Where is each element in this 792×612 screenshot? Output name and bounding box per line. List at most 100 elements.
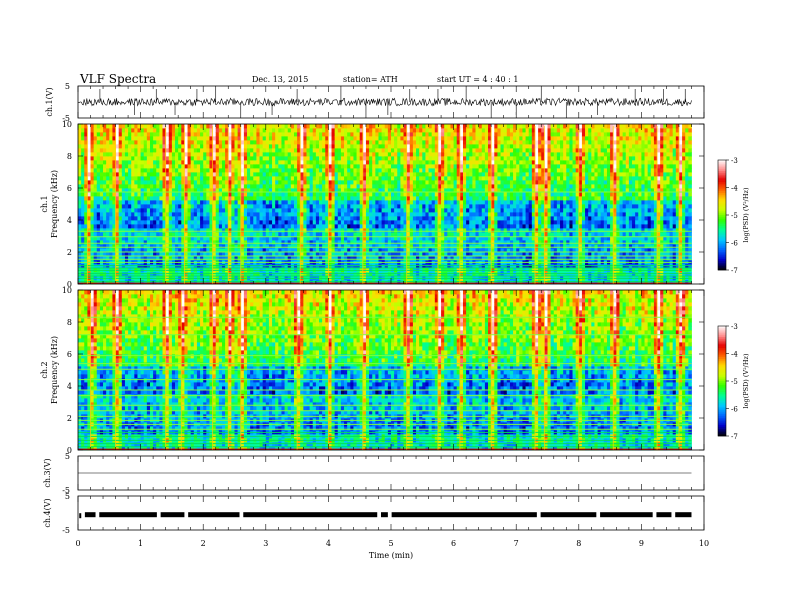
spectrogram-cell bbox=[434, 212, 439, 217]
spectrogram-cell bbox=[149, 212, 154, 217]
spectrogram-cell bbox=[99, 192, 104, 197]
spectrogram-cell bbox=[190, 156, 195, 161]
spectrogram-cell bbox=[175, 184, 179, 189]
spectrogram-cell bbox=[278, 244, 282, 249]
spectrogram-cell bbox=[265, 220, 270, 225]
spectrogram-cell bbox=[175, 124, 179, 129]
spectrogram-cell bbox=[334, 280, 339, 285]
spectrogram-cell bbox=[284, 256, 289, 261]
spectrogram-cell bbox=[112, 244, 116, 249]
spectrogram-cell bbox=[218, 204, 223, 209]
spectrogram-cell bbox=[362, 156, 367, 161]
spectrogram-cell bbox=[272, 240, 276, 245]
spectrogram-cell bbox=[281, 192, 285, 197]
spectrogram-cell bbox=[450, 212, 454, 217]
spectrogram-cell bbox=[78, 236, 82, 241]
spectrogram-cell bbox=[303, 196, 307, 201]
spectrogram-cell bbox=[456, 256, 461, 261]
spectrogram-cell bbox=[400, 272, 404, 277]
spectrogram-cell bbox=[181, 204, 185, 209]
spectrogram-cell bbox=[344, 160, 348, 165]
spectrogram-cell bbox=[362, 132, 367, 137]
spectrogram-cell bbox=[78, 164, 82, 169]
spectrogram-cell bbox=[300, 152, 304, 157]
spectrogram-cell bbox=[394, 224, 398, 229]
spectrogram-cell bbox=[262, 176, 267, 181]
spectrogram-cell bbox=[81, 136, 85, 141]
spectrogram-cell bbox=[193, 224, 198, 229]
spectrogram-cell bbox=[124, 236, 129, 241]
spectrogram-cell bbox=[378, 232, 383, 237]
spectrogram-cell bbox=[391, 196, 395, 201]
spectrogram-cell bbox=[453, 264, 458, 269]
spectrogram-cell bbox=[146, 176, 151, 181]
spectrogram-cell bbox=[387, 272, 392, 277]
spectrogram-cell bbox=[221, 132, 226, 137]
spectrogram-cell bbox=[387, 240, 392, 245]
spectrogram-cell bbox=[441, 196, 445, 201]
spectrogram-cell bbox=[450, 204, 454, 209]
spectrogram-cell bbox=[250, 196, 254, 201]
spectrogram-cell bbox=[253, 224, 257, 229]
spectrogram-cell bbox=[225, 168, 229, 173]
spectrogram-cell bbox=[450, 264, 454, 269]
spectrogram-cell bbox=[143, 160, 148, 165]
spectrogram-cell bbox=[406, 160, 411, 165]
spectrogram-cell bbox=[215, 144, 220, 149]
spectrogram-cell bbox=[96, 164, 101, 169]
spectrogram-cell bbox=[293, 156, 298, 161]
spectrogram-cell bbox=[262, 204, 267, 209]
spectrogram-cell bbox=[359, 156, 364, 161]
spectrogram-cell bbox=[247, 164, 251, 169]
spectrogram-cell bbox=[162, 160, 167, 165]
spectrogram-cell bbox=[300, 264, 304, 269]
spectrogram-cell bbox=[193, 204, 198, 209]
spectrogram-cell bbox=[140, 232, 145, 237]
spectrogram-cell bbox=[124, 200, 129, 205]
spectrogram-cell bbox=[228, 196, 232, 201]
spectrogram-cell bbox=[265, 168, 270, 173]
spectrogram-cell bbox=[90, 168, 95, 173]
spectrogram-cell bbox=[87, 224, 91, 229]
spectrogram-cell bbox=[234, 200, 239, 205]
spectrogram-cell bbox=[434, 148, 439, 153]
spectrogram-cell bbox=[459, 164, 464, 169]
spectrogram-cell bbox=[203, 172, 207, 177]
spectrogram-cell bbox=[268, 172, 273, 177]
spectrogram-cell bbox=[312, 252, 317, 257]
spectrogram-cell bbox=[309, 192, 314, 197]
spectrogram-cell bbox=[347, 128, 351, 133]
spectrogram-cell bbox=[118, 160, 123, 165]
spectrogram-cell bbox=[340, 188, 345, 193]
spectrogram-cell bbox=[406, 272, 411, 277]
spectrogram-cell bbox=[96, 132, 101, 137]
spectrogram-cell bbox=[293, 152, 298, 157]
spectrogram-cell bbox=[131, 136, 135, 141]
spectrogram-cell bbox=[215, 216, 220, 221]
spectrogram-cell bbox=[287, 236, 292, 241]
spectrogram-cell bbox=[409, 144, 414, 149]
spectrogram-cell bbox=[347, 152, 351, 157]
spectrogram-cell bbox=[124, 184, 129, 189]
spectrogram-cell bbox=[265, 160, 270, 165]
spectrogram-cell bbox=[394, 256, 398, 261]
spectrogram-cell bbox=[306, 256, 311, 261]
spectrogram-cell bbox=[200, 248, 204, 253]
spectrogram-cell bbox=[84, 240, 88, 245]
spectrogram-cell bbox=[272, 148, 276, 153]
spectrogram-cell bbox=[384, 140, 389, 145]
spectrogram-cell bbox=[187, 148, 192, 153]
spectrogram-cell bbox=[384, 152, 389, 157]
spectrogram-cell bbox=[181, 144, 185, 149]
spectrogram-cell bbox=[247, 192, 251, 197]
spectrogram-cell bbox=[441, 168, 445, 173]
spectrogram-cell bbox=[306, 144, 311, 149]
spectrogram-cell bbox=[353, 144, 357, 149]
spectrogram-cell bbox=[247, 140, 251, 145]
spectrogram-cell bbox=[275, 188, 279, 193]
spectrogram-cell bbox=[96, 140, 101, 145]
spectrogram-cell bbox=[290, 172, 295, 177]
spectrogram-cell bbox=[146, 124, 151, 129]
spectrogram-cell bbox=[259, 184, 264, 189]
spectrogram-cell bbox=[381, 136, 386, 141]
